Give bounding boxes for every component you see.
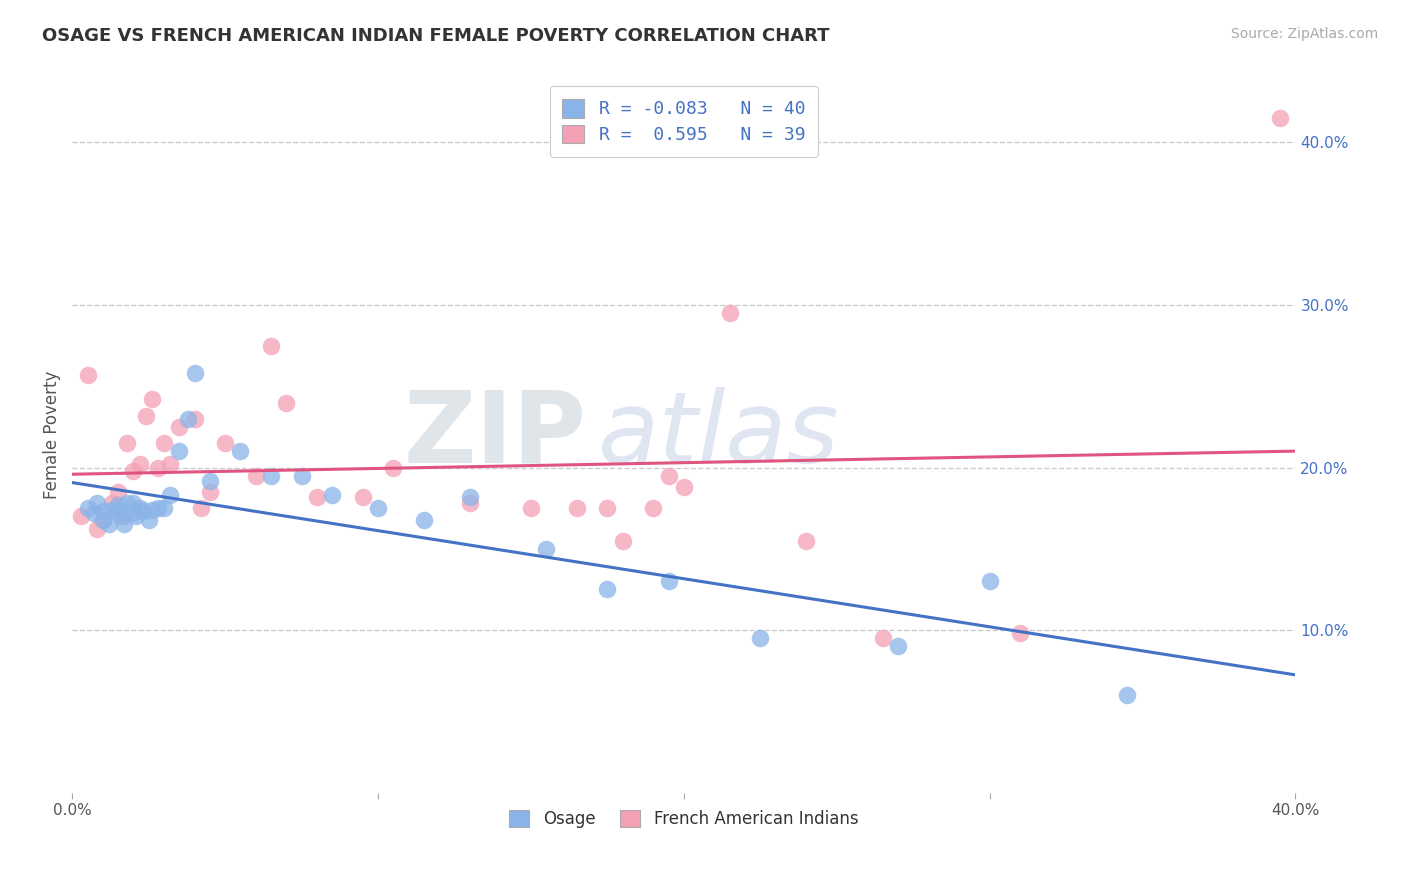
Legend: Osage, French American Indians: Osage, French American Indians <box>503 803 865 834</box>
Point <box>101 503 124 517</box>
Point <box>122 496 145 510</box>
Point <box>122 464 145 478</box>
Point <box>260 468 283 483</box>
Point <box>159 488 181 502</box>
Point <box>146 501 169 516</box>
Point <box>117 496 139 510</box>
Point <box>887 640 910 654</box>
Point <box>112 517 135 532</box>
Point <box>70 509 93 524</box>
Text: OSAGE VS FRENCH AMERICAN INDIAN FEMALE POVERTY CORRELATION CHART: OSAGE VS FRENCH AMERICAN INDIAN FEMALE P… <box>42 27 830 45</box>
Point <box>183 411 205 425</box>
Point <box>979 574 1001 589</box>
Point <box>153 501 176 516</box>
Point <box>76 368 98 382</box>
Point <box>107 498 129 512</box>
Point <box>141 392 163 407</box>
Point <box>1270 111 1292 125</box>
Point <box>872 632 894 646</box>
Point <box>658 468 681 483</box>
Point <box>167 420 190 434</box>
Point <box>1010 626 1032 640</box>
Point <box>458 490 481 504</box>
Point <box>198 485 221 500</box>
Point <box>276 395 298 409</box>
Point <box>112 509 135 524</box>
Point <box>794 533 817 548</box>
Point <box>596 501 619 516</box>
Point <box>128 458 150 472</box>
Point <box>245 468 267 483</box>
Text: Source: ZipAtlas.com: Source: ZipAtlas.com <box>1230 27 1378 41</box>
Text: ZIP: ZIP <box>404 386 586 483</box>
Point <box>458 496 481 510</box>
Point <box>86 522 108 536</box>
Point <box>229 444 252 458</box>
Point <box>520 501 543 516</box>
Point <box>352 490 374 504</box>
Point <box>101 496 124 510</box>
Point <box>159 458 181 472</box>
Point <box>290 468 312 483</box>
Point <box>167 444 190 458</box>
Point <box>107 485 129 500</box>
Point <box>367 501 389 516</box>
Point <box>413 512 436 526</box>
Point <box>658 574 681 589</box>
Point <box>1116 688 1139 702</box>
Point <box>91 512 114 526</box>
Point <box>190 501 212 516</box>
Point <box>91 504 114 518</box>
Y-axis label: Female Poverty: Female Poverty <box>44 371 60 500</box>
Point <box>612 533 634 548</box>
Point <box>128 501 150 516</box>
Point <box>125 509 148 524</box>
Point <box>76 501 98 516</box>
Point <box>146 460 169 475</box>
Point <box>83 506 105 520</box>
Point <box>91 512 114 526</box>
Point <box>260 338 283 352</box>
Point <box>718 306 741 320</box>
Point <box>214 436 236 450</box>
Point <box>672 480 695 494</box>
Point <box>138 512 160 526</box>
Point <box>117 436 139 450</box>
Point <box>131 504 153 518</box>
Point <box>107 503 129 517</box>
Point <box>198 474 221 488</box>
Point <box>153 436 176 450</box>
Point <box>97 517 120 532</box>
Point <box>382 460 405 475</box>
Point <box>141 503 163 517</box>
Point <box>565 501 588 516</box>
Point <box>122 506 145 520</box>
Point <box>596 582 619 597</box>
Point <box>135 409 157 423</box>
Point <box>305 490 328 504</box>
Point <box>86 496 108 510</box>
Point <box>749 632 772 646</box>
Text: atlas: atlas <box>598 386 839 483</box>
Point <box>110 509 132 524</box>
Point <box>177 411 200 425</box>
Point <box>643 501 665 516</box>
Point <box>536 541 558 556</box>
Point <box>321 488 343 502</box>
Point <box>183 366 205 380</box>
